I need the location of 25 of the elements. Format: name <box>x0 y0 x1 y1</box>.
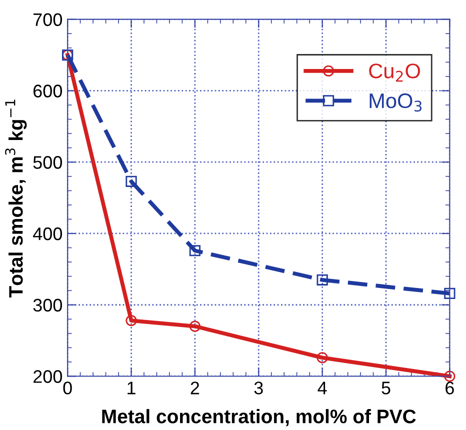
point <box>126 315 137 326</box>
point <box>444 288 456 300</box>
point <box>126 176 137 187</box>
y-tick-label: 600 <box>34 84 62 98</box>
y-tick-label: 400 <box>33 227 62 240</box>
x-axis-title: Metal concentration, mol% of PVC <box>102 409 416 426</box>
x-tick-label: 5 <box>382 382 390 394</box>
y-tick-label: 700 <box>34 13 62 26</box>
x-tick-label: 4 <box>318 382 327 394</box>
y-tick-label: 300 <box>33 298 62 312</box>
x-tick-label: 2 <box>190 382 200 394</box>
legend-label: Cu$_{2}$O <box>369 64 420 82</box>
x-tick-label: 6 <box>446 382 454 394</box>
point <box>316 352 328 364</box>
x-tick-label: 3 <box>254 382 263 394</box>
y-tick-label: 200 <box>33 370 62 383</box>
y-tick-label: 500 <box>33 156 62 169</box>
point <box>189 245 200 256</box>
y-axis-title: Total smoke, m$^{3}$ kg$^{−1}$ <box>5 100 27 298</box>
point <box>316 274 328 286</box>
point <box>189 320 200 332</box>
point <box>444 370 456 382</box>
x-tick-label: 1 <box>128 382 136 394</box>
x-tick-label: 0 <box>63 382 72 394</box>
legend-label: MoO$_{3}$ <box>370 93 422 112</box>
